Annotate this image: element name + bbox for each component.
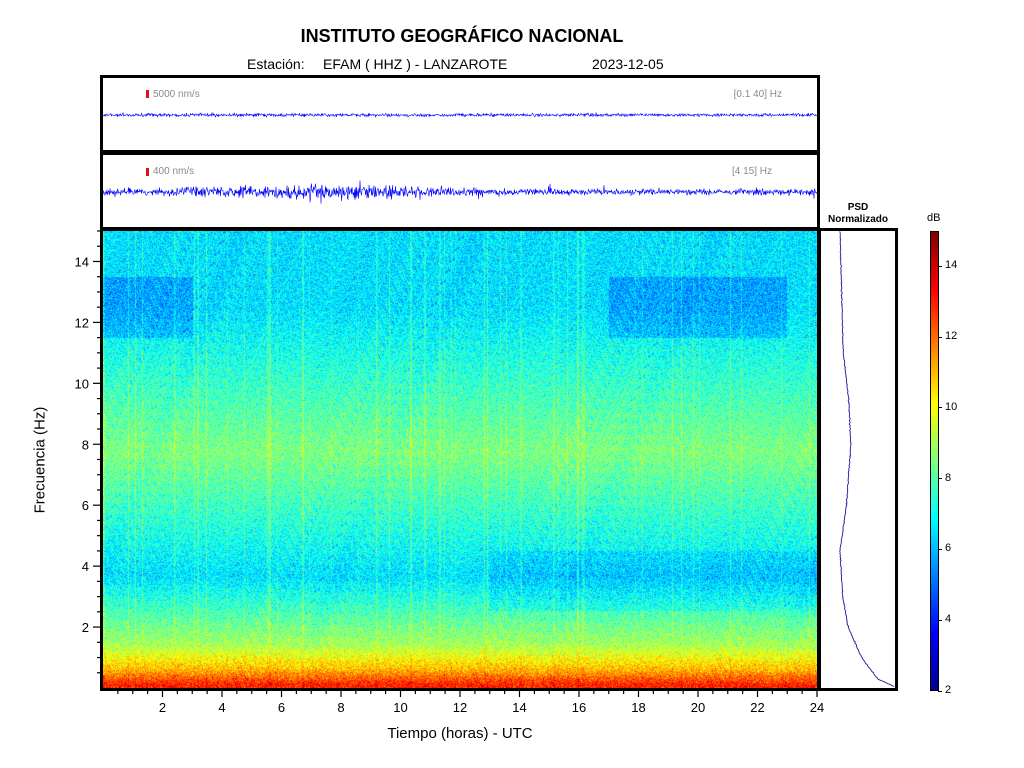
x-tick-label: 14 <box>512 700 526 715</box>
y-tick-label: 8 <box>82 437 89 452</box>
x-tick-label: 4 <box>218 700 225 715</box>
colorbar-tick <box>938 548 942 550</box>
psd-title-line2: Normalizado <box>827 214 888 225</box>
colorbar-tick <box>938 407 942 409</box>
x-tick-label: 16 <box>572 700 586 715</box>
psd-line <box>839 231 895 687</box>
x-tick-label: 22 <box>750 700 764 715</box>
colorbar-tick <box>938 265 942 267</box>
colorbar-tick <box>938 690 942 692</box>
x-tick-label: 6 <box>278 700 285 715</box>
trace-band-label: [4 15] Hz <box>731 166 772 177</box>
x-axis-label: Tiempo (horas) - UTC <box>387 725 533 742</box>
trace-line <box>103 180 817 204</box>
date-label: 2023-12-05 <box>592 56 664 72</box>
x-tick-label: 12 <box>453 700 467 715</box>
colorbar <box>930 231 939 691</box>
trace-line <box>103 111 817 118</box>
y-axis-label: Frecuencia (Hz) <box>31 406 49 514</box>
x-tick-label: 8 <box>337 700 344 715</box>
chart-title: INSTITUTO GEOGRÁFICO NACIONAL <box>300 26 624 46</box>
y-tick-label: 12 <box>75 315 89 330</box>
colorbar-tick-label: 6 <box>945 542 952 555</box>
seismic-trace-broadband <box>103 111 817 118</box>
psd-title: PSD Normalizado <box>818 202 898 226</box>
trace-band-label: [0.1 40] Hz <box>733 89 782 100</box>
scale-bar <box>146 90 149 98</box>
x-tick-label: 24 <box>810 700 824 715</box>
y-tick-label: 4 <box>82 559 89 574</box>
y-tick-label: 10 <box>75 376 89 391</box>
colorbar-tick-label: 12 <box>945 330 958 343</box>
x-tick-label: 20 <box>691 700 705 715</box>
trace-scale-label: 5000 nm/s <box>153 89 200 100</box>
trace-panel-filtered: 400 nm/s [4 15] Hz <box>100 152 820 230</box>
x-tick-label: 18 <box>631 700 645 715</box>
station-label: Estación: <box>247 56 305 72</box>
psd-title-line1: PSD <box>847 202 869 213</box>
spectrogram-image <box>103 231 817 688</box>
y-tick-label: 2 <box>82 620 89 635</box>
psd-panel <box>818 228 898 691</box>
colorbar-tick <box>938 619 942 621</box>
x-tick-label: 10 <box>393 700 407 715</box>
colorbar-tick-label: 8 <box>945 471 952 484</box>
seismic-trace-filtered <box>103 180 817 204</box>
station-name: EFAM ( HHZ ) - LANZAROTE <box>323 56 508 72</box>
x-tick-label: 2 <box>159 700 166 715</box>
trace-panel-broadband: 5000 nm/s [0.1 40] Hz <box>100 75 820 153</box>
y-tick-label: 14 <box>75 254 89 269</box>
psd-curve <box>839 231 895 687</box>
colorbar-tick-label: 4 <box>945 613 952 626</box>
scale-bar <box>146 168 149 176</box>
colorbar-tick-label: 10 <box>945 400 958 413</box>
colorbar-tick <box>938 478 942 480</box>
spectrogram-panel <box>100 228 820 691</box>
colorbar-tick <box>938 336 942 338</box>
colorbar-unit: dB <box>927 212 941 224</box>
trace-scale-label: 400 nm/s <box>153 166 195 177</box>
colorbar-tick-label: 14 <box>945 259 958 272</box>
colorbar-tick-label: 2 <box>945 684 952 696</box>
y-tick-label: 6 <box>82 498 89 513</box>
